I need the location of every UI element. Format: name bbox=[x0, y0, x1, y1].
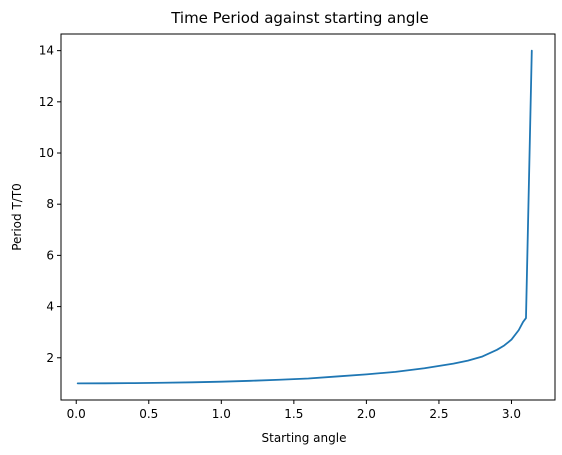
series-line-0 bbox=[76, 49, 533, 385]
y-tick-label: 4 bbox=[46, 300, 54, 314]
chart-title: Time Period against starting angle bbox=[170, 9, 429, 27]
y-tick-label: 6 bbox=[46, 248, 54, 262]
x-tick-label: 3.0 bbox=[502, 407, 521, 421]
x-axis-label: Starting angle bbox=[262, 431, 347, 445]
plot-area: 0.0 0.5 1.0 1.5 2.0 2.5 3.0 2 4 6 8 10 12 14 bbox=[39, 33, 556, 421]
y-tick-label: 2 bbox=[46, 351, 54, 365]
plot-frame bbox=[60, 33, 556, 401]
y-tick-label: 12 bbox=[39, 95, 54, 109]
x-tick-label: 1.5 bbox=[284, 407, 303, 421]
y-tick-label: 10 bbox=[39, 146, 54, 160]
x-tick-label: 0.5 bbox=[139, 407, 158, 421]
y-axis-label: Period T/T0 bbox=[10, 183, 24, 251]
y-tick-label: 8 bbox=[46, 197, 54, 211]
x-tick-label: 2.0 bbox=[357, 407, 376, 421]
x-tick-label: 1.0 bbox=[212, 407, 231, 421]
x-tick-label: 2.5 bbox=[429, 407, 448, 421]
y-tick-label: 14 bbox=[39, 44, 54, 58]
x-tick-label: 0.0 bbox=[67, 407, 86, 421]
